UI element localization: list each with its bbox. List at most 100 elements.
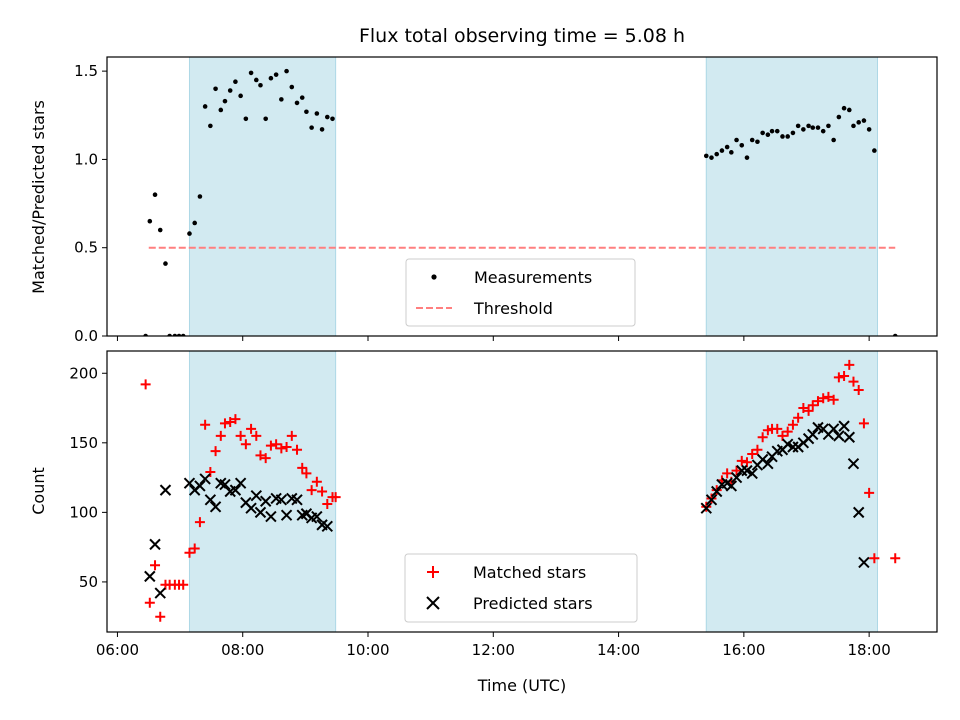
matched-star-point	[230, 414, 241, 425]
matched-star-point	[812, 396, 823, 407]
predicted-star-point	[762, 457, 774, 470]
predicted-star-point	[711, 485, 723, 498]
measurement-point	[197, 194, 203, 199]
matched-star-point	[215, 430, 226, 441]
measurement-point	[734, 137, 739, 143]
predicted-star-point	[194, 480, 206, 492]
y-tick-label: 50	[79, 573, 98, 591]
observing-span-2	[705, 56, 878, 337]
matched-star-point	[281, 441, 292, 452]
y-tick-label: 0.0	[74, 327, 98, 345]
measurement-point	[790, 130, 796, 136]
measurement-point	[147, 218, 153, 224]
measurement-point	[157, 227, 163, 233]
matched-star-point	[178, 579, 189, 590]
predicted-star-point	[259, 495, 272, 507]
predicted-star-point	[265, 510, 277, 523]
measurement-point	[739, 142, 745, 148]
measurement-point	[304, 109, 309, 115]
predicted-star-point	[245, 502, 257, 514]
top-panel: 0.0 0.5 1.0 1.5 Matched/Predicted stars Measu…	[29, 56, 938, 345]
predicted-star-point	[209, 501, 222, 513]
matched-star-point	[828, 394, 839, 405]
x-tick-label: 08:00	[221, 641, 264, 659]
y-tick-label: 100	[69, 503, 98, 521]
measurement-point	[861, 118, 867, 123]
matched-star-point	[777, 430, 788, 441]
measurement-point	[719, 148, 725, 153]
measurement-point	[749, 137, 755, 143]
predicted-star-point	[159, 484, 172, 496]
bottom-panel: 50 100 150 200 06:00 08:00 10:00 12:00 14:00 16:0…	[29, 350, 938, 659]
matched-star-point	[736, 455, 747, 466]
measurement-point	[208, 123, 213, 129]
measurement-point	[785, 134, 791, 139]
measurement-point	[253, 77, 259, 83]
measurement-point	[152, 192, 158, 198]
measurement-point	[815, 125, 821, 130]
matched-star-point	[276, 443, 287, 454]
measurement-point	[760, 130, 765, 136]
matched-star-point	[807, 400, 818, 411]
matched-star-point	[155, 611, 166, 622]
predicted-star-point	[219, 478, 231, 491]
y-tick-label: 0.5	[74, 239, 98, 257]
measurement-point	[724, 144, 730, 150]
plot-area	[140, 359, 901, 622]
matched-star-point	[271, 439, 282, 450]
x-tick-label: 06:00	[96, 641, 139, 659]
matched-star-point	[235, 430, 246, 441]
matched-star-point	[741, 457, 752, 468]
predicted-star-point	[234, 477, 247, 489]
predicted-star-point	[291, 494, 303, 506]
predicted-star-point	[838, 420, 850, 432]
matched-star-point	[823, 391, 834, 402]
predicted-star-point	[199, 473, 211, 485]
plot-area	[143, 68, 898, 336]
matched-star-point	[844, 359, 855, 370]
x-tick-label: 18:00	[848, 641, 891, 659]
predicted-star-point	[700, 502, 712, 514]
matched-star-point	[848, 376, 859, 387]
axes-frame	[106, 350, 938, 633]
matched-star-point	[818, 393, 829, 404]
x-axis-label: Time (UTC)	[477, 676, 566, 695]
x-tick-label: 14:00	[597, 641, 640, 659]
measurement-point	[841, 105, 847, 111]
measurement-point	[709, 155, 714, 160]
measurement-point	[263, 116, 268, 122]
legend-label: Matched stars	[473, 563, 586, 582]
matched-star-point	[246, 423, 257, 434]
matched-star-point	[205, 467, 216, 478]
matched-star-point	[317, 486, 328, 497]
predicted-star-point	[280, 509, 293, 521]
y-tick-label: 200	[69, 364, 98, 382]
matched-star-point	[722, 468, 733, 479]
measurement-point	[227, 88, 233, 93]
measurement-point	[294, 100, 300, 106]
matched-star-point	[798, 403, 809, 414]
matched-star-point	[757, 432, 768, 443]
matched-star-point	[311, 476, 322, 487]
legend-marker-matched	[427, 566, 439, 578]
predicted-star-point	[705, 494, 718, 506]
measurement-point	[273, 72, 279, 77]
measurement-point	[744, 155, 750, 160]
matched-star-point	[292, 444, 303, 455]
y-axis-label: Matched/Predicted stars	[29, 100, 48, 294]
predicted-star-point	[833, 430, 845, 442]
matched-star-point	[853, 384, 864, 395]
measurement-point	[806, 123, 811, 129]
measurement-point	[314, 111, 320, 116]
predicted-star-point	[847, 457, 860, 470]
measurement-point	[847, 107, 852, 113]
legend-marker-predicted	[426, 596, 440, 610]
matched-star-point	[858, 418, 869, 429]
matched-star-point	[251, 430, 262, 441]
predicted-star-point	[229, 484, 242, 496]
matched-star-point	[890, 553, 901, 564]
measurement-point	[309, 125, 314, 130]
predicted-star-point	[725, 480, 738, 492]
measurement-point	[324, 114, 330, 120]
